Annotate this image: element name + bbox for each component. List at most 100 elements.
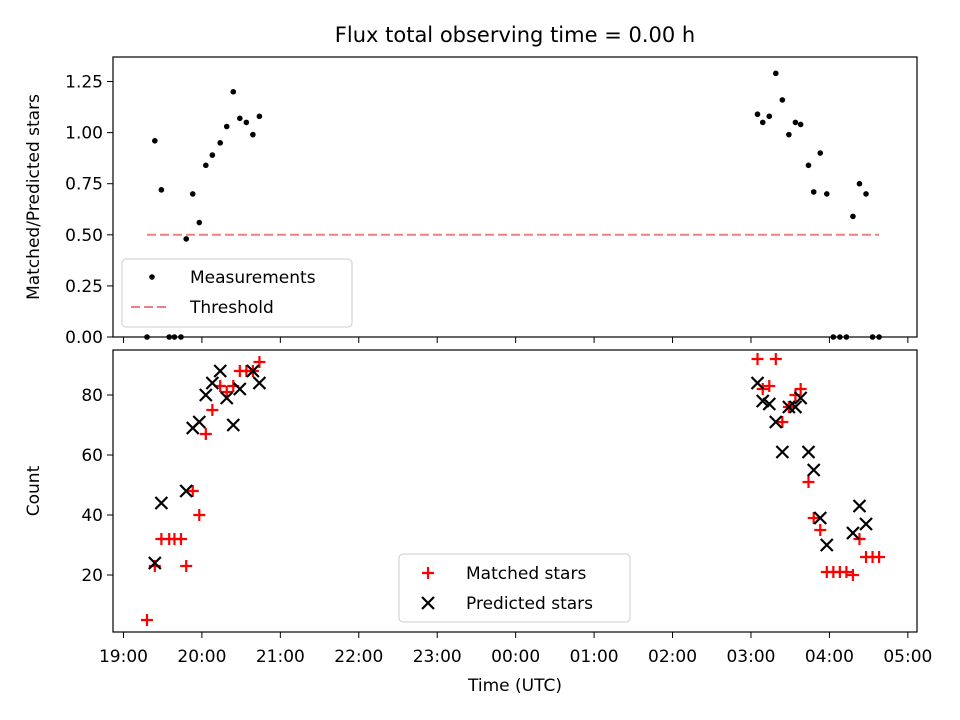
matched-star-point [807, 512, 820, 524]
matched-star-point [802, 476, 815, 488]
measurement-point [196, 219, 203, 226]
ratio-panel: 0.00 0.25 0.50 0.75 1.00 1.25 Matched/Predicte… [24, 56, 918, 348]
x-tick-label: 19:00 [99, 647, 148, 667]
x-tick-label: 02:00 [648, 647, 697, 667]
x-tick-label: 23:00 [413, 647, 462, 667]
measurement-point [786, 131, 792, 138]
measurement-point [830, 334, 837, 340]
measurement-point [217, 140, 223, 146]
x-tick-label: 00:00 [491, 647, 540, 667]
measurement-point [792, 119, 799, 126]
measurement-point [850, 213, 856, 220]
matched-star-point [253, 356, 266, 368]
measurement-point [810, 189, 817, 195]
predicted-star-point [246, 364, 260, 378]
matched-star-point [140, 614, 153, 626]
predicted-star-point [769, 415, 783, 429]
y-tick-label: 0.00 [65, 328, 103, 348]
measurement-point [183, 236, 190, 242]
measurement-point [863, 191, 869, 197]
predicted-star-point [205, 376, 220, 390]
measurement-point [869, 334, 876, 340]
matched-star-point [751, 353, 764, 365]
measurement-point [152, 137, 158, 144]
predicted-star-point [226, 418, 241, 432]
measurement-point [773, 70, 779, 77]
measurement-point [837, 334, 843, 340]
matched-star-point [769, 353, 782, 365]
measurement-point [817, 150, 824, 156]
predicted-star-point [252, 376, 267, 390]
measurement-point [766, 113, 773, 120]
predicted-star-point [762, 397, 777, 411]
matched-star-point [853, 533, 866, 545]
legend-matched-label: Matched stars [466, 564, 586, 584]
matched-star-point [174, 533, 187, 545]
measurement-point [754, 111, 761, 118]
measurement-point [805, 162, 812, 169]
measurement-point [203, 162, 209, 169]
predicted-star-point [192, 415, 207, 429]
measurement-point [237, 115, 243, 122]
measurement-point [158, 187, 165, 193]
measurement-point [144, 334, 150, 340]
x-tick-label: 04:00 [805, 647, 854, 667]
x-tick-label: 05:00 [883, 647, 932, 667]
measurement-point [256, 113, 263, 120]
matched-star-point [186, 485, 199, 497]
measurement-point [178, 334, 184, 340]
predicted-star-point [199, 388, 213, 402]
matched-star-point [206, 404, 219, 416]
measurement-point [823, 191, 830, 197]
measurement-point [779, 97, 786, 103]
legend-matched-marker [422, 567, 434, 579]
matched-star-point [199, 428, 212, 440]
matched-star-point [873, 551, 886, 563]
x-tick-label: 20:00 [177, 647, 226, 667]
matched-star-point [846, 569, 859, 581]
y-tick-label: 20 [81, 566, 103, 586]
predicted-star-point [846, 526, 860, 540]
measurement-point [209, 152, 216, 158]
y-tick-label: 1.25 [65, 73, 103, 93]
legend-box [398, 553, 631, 623]
x-tick-label: 01:00 [570, 647, 619, 667]
measurement-point [797, 121, 804, 128]
predicted-star-point [806, 463, 821, 477]
measurement-point [166, 334, 173, 340]
matched-star-point [193, 509, 206, 521]
y-axis-label: Matched/Predicted stars [24, 94, 44, 300]
plot-frame [112, 56, 918, 338]
matched-star-point [180, 560, 193, 572]
predicted-star-point [820, 538, 834, 552]
y-tick-label: 80 [81, 386, 103, 406]
measurement-point [876, 334, 882, 340]
predicted-star-point [233, 382, 247, 396]
y-tick-label: 0.25 [65, 277, 103, 297]
measurement-point [223, 123, 230, 130]
matched-star-point [776, 416, 789, 428]
measurement-point [230, 88, 237, 95]
predicted-star-point [219, 391, 234, 405]
measurement-point [856, 180, 863, 187]
y-tick-label: 40 [81, 506, 103, 526]
x-tick-label: 22:00 [334, 647, 383, 667]
measurement-point [171, 334, 178, 340]
x-tick-label: 03:00 [726, 647, 775, 667]
y-tick-label: 0.75 [65, 175, 103, 195]
measurement-point [843, 334, 850, 340]
legend-predicted-marker [421, 596, 435, 610]
predicted-star-point [154, 496, 169, 510]
matched-star-point [814, 524, 827, 536]
legend-measurements-label: Measurements [190, 268, 316, 288]
predicted-star-point [852, 499, 867, 513]
predicted-star-point [179, 484, 193, 498]
predicted-star-point [801, 445, 816, 459]
legend-threshold-label: Threshold [189, 298, 274, 318]
count-panel: 20 40 60 80 19:00 20:00 21:00 22:00 23:00 00:00 01… [24, 349, 932, 696]
y-tick-label: 0.50 [65, 226, 103, 246]
y-tick-label: 1.00 [65, 124, 103, 144]
y-axis-label: Count [24, 465, 44, 516]
matched-star-point [794, 383, 807, 395]
legend-predicted-label: Predicted stars [466, 594, 593, 614]
